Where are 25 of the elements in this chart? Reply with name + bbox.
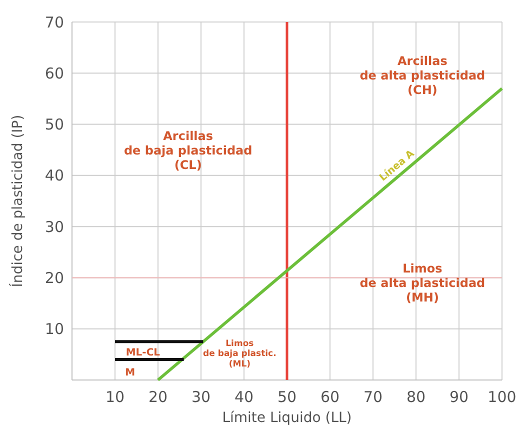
- annotation: Arcillas de alta plasticidad (CH): [360, 54, 486, 97]
- x-tick-label: 70: [363, 388, 383, 406]
- x-tick-label: 90: [449, 388, 469, 406]
- annotation: Arcillas de baja plasticidad (CL): [124, 129, 252, 172]
- annotation: Limos de baja plastic. (ML): [203, 338, 276, 370]
- annotation: Limos de alta plasticidad (MH): [360, 262, 486, 304]
- x-tick-label: 40: [234, 388, 254, 406]
- y-tick-label: 10: [44, 320, 64, 338]
- y-tick-label: 70: [44, 13, 64, 32]
- x-tick-label: 80: [406, 388, 426, 406]
- y-tick-label: 30: [44, 218, 64, 236]
- y-tick-label: 40: [44, 166, 64, 185]
- x-tick-label: 100: [488, 388, 516, 406]
- y-tick-label: 60: [44, 64, 64, 82]
- y-tick-label: 20: [44, 268, 64, 287]
- x-tick-label: 30: [191, 388, 211, 406]
- x-tick-label: 60: [320, 388, 340, 406]
- y-axis-title: Índice de plasticidad (IP): [9, 114, 26, 288]
- x-tick-label: 50: [277, 388, 297, 406]
- x-tick-label: 20: [148, 388, 168, 406]
- y-tick-label: 50: [44, 116, 64, 134]
- annotation: M: [125, 368, 136, 379]
- x-axis-title: Límite Liquido (LL): [222, 410, 352, 426]
- annotation: ML-CL: [126, 348, 161, 359]
- x-tick-label: 10: [105, 388, 125, 406]
